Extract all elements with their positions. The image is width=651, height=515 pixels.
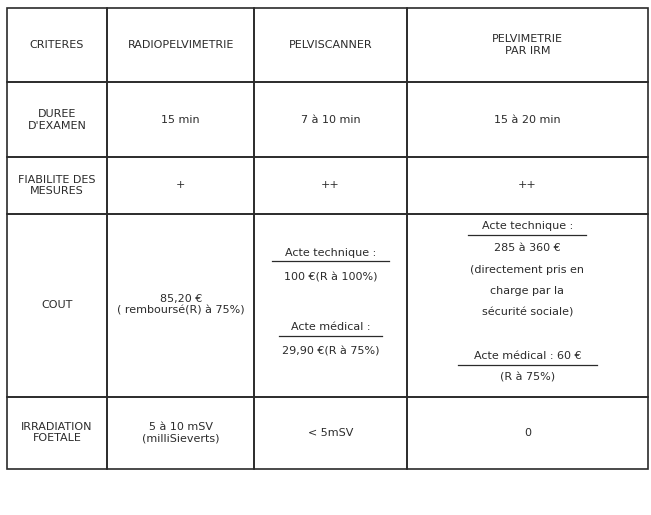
Text: < 5mSV: < 5mSV — [308, 427, 353, 438]
Text: 0: 0 — [524, 427, 531, 438]
Text: 15 à 20 min: 15 à 20 min — [494, 115, 561, 125]
Text: 5 à 10 mSV
(milliSieverts): 5 à 10 mSV (milliSieverts) — [142, 422, 219, 443]
Bar — [407, 397, 648, 469]
Text: PELVISCANNER: PELVISCANNER — [288, 40, 372, 50]
Bar — [7, 157, 107, 214]
Text: FIABILITE DES
MESURES: FIABILITE DES MESURES — [18, 175, 96, 196]
Bar — [107, 214, 254, 397]
Bar — [7, 397, 107, 469]
Text: ++: ++ — [518, 180, 536, 191]
Bar — [107, 82, 254, 157]
Bar — [7, 82, 107, 157]
Text: 7 à 10 min: 7 à 10 min — [301, 115, 360, 125]
Bar — [254, 157, 407, 214]
Bar — [407, 8, 648, 82]
Bar — [254, 8, 407, 82]
Text: 100 €(R à 100%): 100 €(R à 100%) — [284, 272, 377, 282]
Bar — [254, 82, 407, 157]
Text: 15 min: 15 min — [161, 115, 200, 125]
Text: ++: ++ — [321, 180, 340, 191]
Bar — [254, 397, 407, 469]
Bar — [407, 157, 648, 214]
Text: Acte médical : 60 €: Acte médical : 60 € — [473, 351, 581, 361]
Text: Acte technique :: Acte technique : — [284, 248, 376, 258]
Bar — [407, 82, 648, 157]
Text: (directement pris en: (directement pris en — [470, 265, 585, 274]
Text: +: + — [176, 180, 186, 191]
Text: IRRADIATION
FOETALE: IRRADIATION FOETALE — [21, 422, 92, 443]
Text: DUREE
D'EXAMEN: DUREE D'EXAMEN — [27, 109, 87, 130]
Text: sécurité sociale): sécurité sociale) — [482, 308, 573, 318]
Bar — [107, 8, 254, 82]
Text: Acte technique :: Acte technique : — [482, 221, 573, 231]
Bar — [407, 214, 648, 397]
Text: COUT: COUT — [41, 300, 73, 310]
Text: RADIOPELVIMETRIE: RADIOPELVIMETRIE — [128, 40, 234, 50]
Bar — [7, 8, 107, 82]
Text: (R à 75%): (R à 75%) — [500, 373, 555, 383]
Text: charge par la: charge par la — [490, 286, 564, 296]
Bar — [254, 214, 407, 397]
Bar — [7, 214, 107, 397]
Text: 85,20 €
( remboursé(R) à 75%): 85,20 € ( remboursé(R) à 75%) — [117, 295, 245, 316]
Text: 29,90 €(R à 75%): 29,90 €(R à 75%) — [282, 347, 379, 356]
Text: CRITERES: CRITERES — [30, 40, 84, 50]
Text: Acte médical :: Acte médical : — [290, 322, 370, 332]
Bar — [107, 157, 254, 214]
Bar — [107, 397, 254, 469]
Text: PELVIMETRIE
PAR IRM: PELVIMETRIE PAR IRM — [492, 35, 563, 56]
Text: 285 à 360 €: 285 à 360 € — [494, 243, 561, 253]
